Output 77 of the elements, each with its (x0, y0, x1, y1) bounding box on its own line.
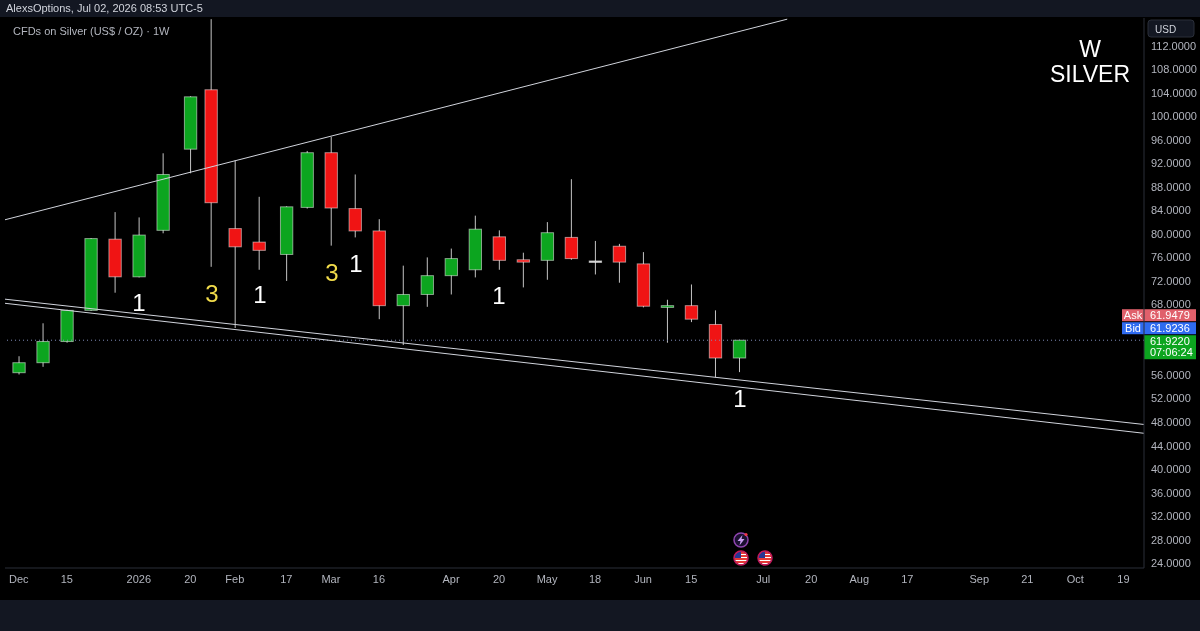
ref-line-label: 61.9220 (1150, 335, 1190, 348)
y-tick-label: 84.0000 (1151, 204, 1191, 217)
y-tick-label: 108.0000 (1151, 63, 1197, 76)
text: 61.9236 (1150, 322, 1190, 335)
annotation: 1 (132, 288, 146, 316)
y-tick-label: 96.0000 (1151, 133, 1191, 146)
y-tick-label: 72.0000 (1151, 274, 1191, 287)
candlestick (228, 159, 242, 329)
text: AlexsOptions, Jul 02, 2026 08:53 UTC-5 (6, 2, 203, 14)
x-tick-label: 17 (280, 572, 293, 585)
y-tick-label: 52.0000 (1151, 392, 1191, 405)
candlestick (588, 240, 603, 275)
candlestick (36, 322, 50, 368)
text: 07:06:24 (1150, 346, 1193, 359)
y-tick-label: 100.0000 (1151, 110, 1197, 123)
y-tick-label: 88.0000 (1151, 180, 1191, 193)
x-tick-label: Sep (969, 572, 990, 585)
annotation: 1 (349, 249, 363, 277)
candlestick (732, 339, 747, 373)
x-tick-label: 20 (184, 572, 197, 585)
annotation: W (1079, 36, 1102, 62)
x-tick-label: 17 (901, 572, 914, 585)
text: CFDs on Silver (US$ / OZ) · 1W (13, 25, 171, 37)
x-tick-label: 18 (588, 572, 602, 585)
annotation: 1 (733, 384, 747, 412)
x-tick-label: May (536, 572, 558, 585)
annotation: Bid (1125, 322, 1141, 335)
annotation: 1 (492, 281, 506, 309)
annotation: SILVER (1049, 61, 1131, 87)
y-tick-label: 32.0000 (1151, 510, 1191, 523)
x-tick-label: 15 (685, 572, 698, 585)
annotation: 1 (253, 280, 267, 308)
x-tick-label: 15 (60, 572, 73, 585)
x-tick-label: Apr (442, 572, 460, 585)
candlestick (660, 299, 675, 344)
annotation: 3 (325, 258, 339, 286)
x-tick-label: 16 (372, 572, 386, 585)
y-tick-label: 92.0000 (1151, 157, 1191, 170)
x-tick-label: Feb (225, 572, 245, 585)
x-tick-label: 2026 (126, 572, 152, 585)
x-tick-label: 20 (805, 572, 818, 585)
x-tick-label: Jul (756, 572, 771, 585)
x-tick-label: Dec (8, 572, 29, 585)
annotation: 3 (205, 279, 219, 307)
y-tick-label: 112.0000 (1151, 39, 1197, 52)
y-tick-label: 80.0000 (1151, 227, 1191, 240)
y-tick-label: 104.0000 (1151, 86, 1197, 99)
candlestick (420, 256, 434, 308)
y-tick-label: 28.0000 (1151, 533, 1191, 546)
y-tick-label: 48.0000 (1151, 416, 1191, 429)
x-tick-label: 19 (1117, 572, 1130, 585)
candlestick (12, 355, 26, 375)
candlestick (612, 243, 627, 284)
y-tick-label: 68.0000 (1151, 298, 1191, 311)
x-tick-label: 20 (492, 572, 506, 585)
y-axis-title: USD (1155, 23, 1177, 35)
x-tick-label: Oct (1066, 572, 1084, 585)
candlestick (396, 265, 410, 346)
text: 61.9479 (1150, 309, 1190, 322)
annotation: Ask (1123, 309, 1143, 322)
y-tick-label: 76.0000 (1151, 251, 1191, 264)
x-tick-label: Jun (634, 572, 652, 585)
candlestick (444, 248, 458, 295)
y-tick-label: 40.0000 (1151, 463, 1191, 476)
x-tick-label: Aug (849, 572, 870, 585)
y-tick-label: 36.0000 (1151, 486, 1191, 499)
y-tick-label: 24.0000 (1151, 557, 1191, 570)
candlestick (252, 196, 266, 271)
y-tick-label: 44.0000 (1151, 439, 1191, 452)
candlestick (564, 178, 579, 261)
x-tick-label: Mar (321, 572, 341, 585)
candlestick (516, 252, 531, 288)
candlestick (684, 283, 699, 323)
candlestick (348, 173, 362, 238)
y-tick-label: 56.0000 (1151, 368, 1191, 381)
candlestick (492, 229, 507, 271)
x-tick-label: 21 (1021, 572, 1034, 585)
